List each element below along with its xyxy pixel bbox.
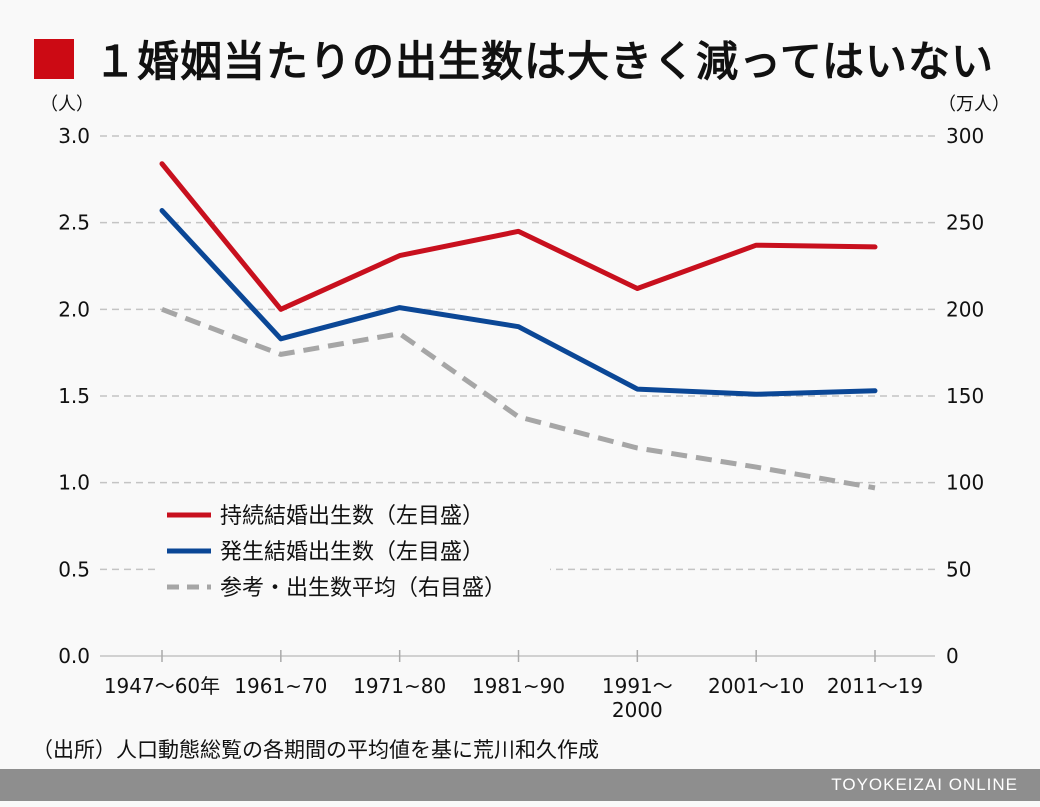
y-right-unit: （万人） [938, 94, 1010, 115]
x-tick-label: 2011〜19 [827, 674, 923, 698]
line-chart: 0.0 0.5 1.0 1.5 2.0 2.5 3.0 0 50 100 150 200 250 300 （… [40, 94, 1010, 722]
y-left-tick-label: 3.0 [58, 124, 90, 148]
legend-label: 発生結婚出生数（左目盛） [220, 540, 484, 565]
source-note: （出所）人口動態総覧の各期間の平均値を基に荒川和久作成 [32, 738, 599, 762]
y-right-tick-label: 250 [946, 211, 984, 235]
legend-label: 持続結婚出生数（左目盛） [220, 504, 484, 529]
y-left-tick-label: 2.0 [58, 297, 90, 321]
legend-label: 参考・出生数平均（右目盛） [220, 576, 506, 601]
series-line-2 [161, 306, 876, 491]
y-left-tick-label: 0.0 [58, 644, 90, 668]
y-right-tick-label: 150 [946, 384, 984, 408]
y-right-tick-label: 100 [946, 471, 984, 495]
series-line-0 [159, 161, 878, 312]
y-left-unit: （人） [40, 94, 94, 115]
legend-box [160, 497, 550, 609]
series-line-1 [159, 208, 878, 397]
y-left-tick-label: 1.5 [58, 384, 90, 408]
y-left-tick-label: 2.5 [58, 211, 90, 235]
footer-bar: TOYOKEIZAI ONLINE [0, 769, 1040, 801]
y-right-tick-label: 50 [946, 557, 971, 581]
x-tick-label: 1991〜 [602, 674, 673, 698]
x-tick-label: 1971~80 [353, 674, 446, 698]
x-tick-label: 1961~70 [234, 674, 327, 698]
y-left-tick-label: 1.0 [58, 471, 90, 495]
y-left-tick-label: 0.5 [58, 557, 90, 581]
x-tick-label: 1947〜60年 [104, 674, 220, 698]
title-text: １婚姻当たりの出生数は大きく減ってはいない [94, 37, 995, 86]
title-marker-icon [34, 38, 74, 79]
y-right-tick-label: 0 [946, 644, 959, 668]
x-tick-label: 2001〜10 [708, 674, 804, 698]
chart-title: １婚姻当たりの出生数は大きく減ってはいない [34, 28, 994, 89]
y-right-tick-label: 200 [946, 297, 984, 321]
x-tick-label: 2000 [612, 698, 663, 722]
x-tick-label: 1981~90 [472, 674, 565, 698]
y-right-tick-label: 300 [946, 124, 984, 148]
footer-brand: TOYOKEIZAI ONLINE [831, 775, 1018, 794]
